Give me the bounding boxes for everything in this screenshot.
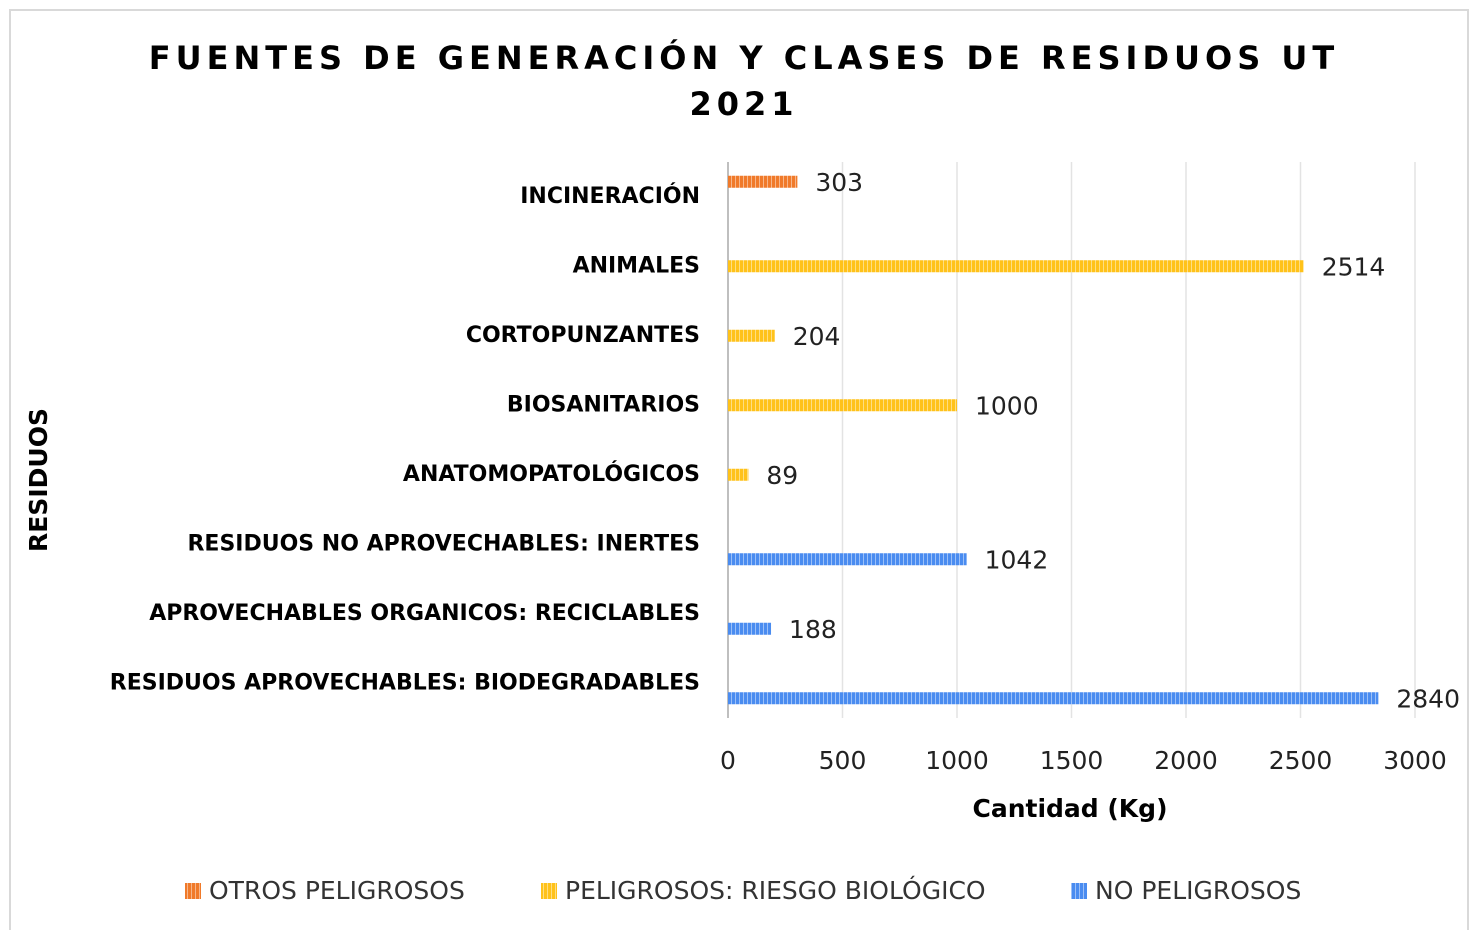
bar [728, 692, 1379, 705]
y-tick-label: INCINERACIÓN [520, 183, 700, 209]
x-tick-label: 2500 [1269, 746, 1333, 775]
value-label: 188 [789, 615, 837, 644]
x-tick-label: 500 [819, 746, 867, 775]
legend-label: NO PELIGROSOS [1095, 876, 1301, 905]
value-label: 204 [793, 322, 841, 351]
value-label: 1042 [985, 545, 1049, 574]
legend-swatch [185, 883, 201, 899]
bar [728, 260, 1304, 273]
legend-swatch [541, 883, 557, 899]
legend-label: PELIGROSOS: RIESGO BIOLÓGICO [565, 875, 986, 905]
y-tick-label: RESIDUOS NO APROVECHABLES: INERTES [187, 531, 700, 556]
x-tick-label: 2000 [1154, 746, 1218, 775]
chart-title: FUENTES DE GENERACIÓN Y CLASES DE RESIDU… [149, 38, 1339, 77]
bar [728, 175, 798, 188]
bar [728, 553, 967, 566]
y-tick-label: ANIMALES [573, 253, 700, 278]
legend-label: OTROS PELIGROSOS [209, 876, 465, 905]
chart-title: 2021 [689, 85, 798, 123]
x-axis-title: Cantidad (Kg) [972, 794, 1167, 823]
value-label: 2840 [1396, 684, 1460, 713]
value-label: 1000 [975, 391, 1039, 420]
bar [728, 468, 749, 481]
x-tick-label: 3000 [1383, 746, 1447, 775]
bar [728, 622, 772, 635]
value-label: 89 [766, 461, 798, 490]
y-tick-label: CORTOPUNZANTES [466, 323, 700, 348]
y-tick-label: ANATOMOPATOLÓGICOS [403, 461, 700, 487]
y-axis-title: RESIDUOS [24, 408, 53, 552]
y-tick-label: APROVECHABLES ORGANICOS: RECICLABLES [149, 601, 700, 626]
legend-swatch [1071, 883, 1087, 899]
x-tick-label: 1000 [925, 746, 989, 775]
value-label: 303 [815, 168, 863, 197]
value-label: 2514 [1322, 252, 1386, 281]
x-tick-label: 1500 [1040, 746, 1104, 775]
y-tick-label: RESIDUOS APROVECHABLES: BIODEGRADABLES [110, 670, 700, 695]
bar [728, 399, 957, 412]
bar [728, 329, 775, 342]
x-tick-label: 0 [720, 746, 736, 775]
y-tick-label: BIOSANITARIOS [507, 392, 700, 417]
